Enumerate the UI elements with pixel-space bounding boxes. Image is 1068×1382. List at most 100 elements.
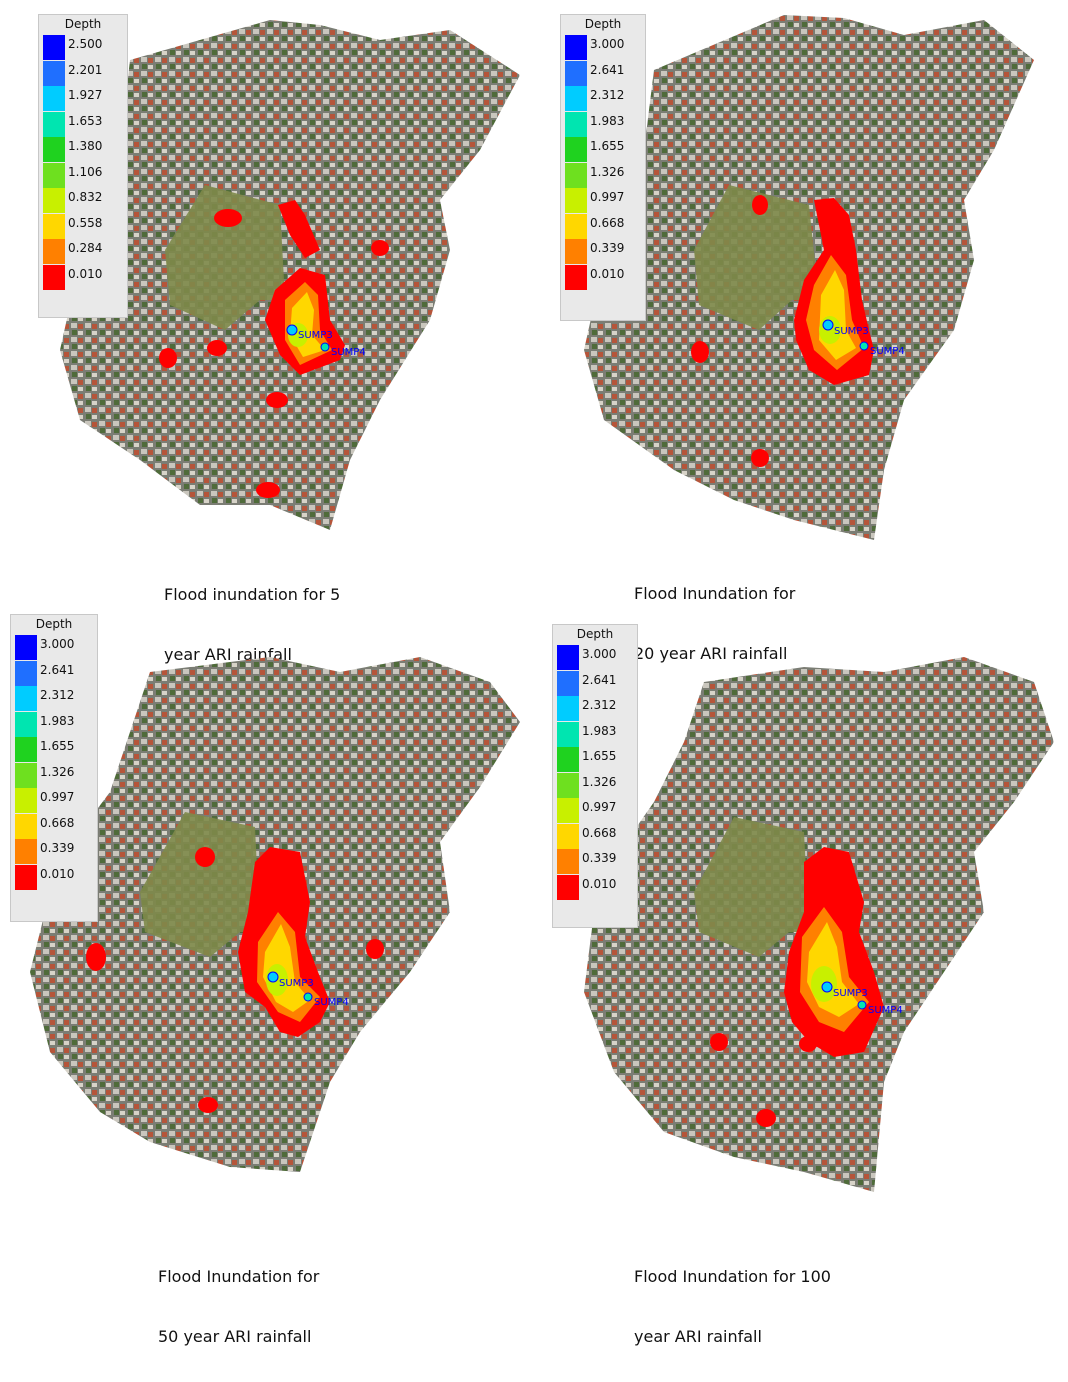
legend-label: 2.641 [590, 62, 625, 77]
legend-swatch [43, 162, 65, 188]
legend-entry: 0.284 [43, 239, 102, 264]
legend-swatch [557, 747, 579, 772]
legend-label: 0.668 [590, 215, 625, 230]
legend-swatch [43, 188, 65, 213]
legend-entry: 1.655 [557, 747, 616, 772]
flood-patch [159, 348, 177, 368]
caption-line: 20 year ARI rainfall [634, 644, 788, 663]
legend-swatch [15, 813, 37, 839]
legend-entry: 1.983 [565, 111, 625, 137]
legend-entry: 2.312 [557, 696, 616, 721]
legend-label: 3.000 [590, 37, 625, 51]
sump-marker [303, 992, 313, 1002]
legend-swatch [43, 86, 65, 111]
aerial-map: SUMP3 SUMP4 [30, 657, 520, 1172]
legend-label: 0.010 [68, 266, 103, 281]
park-area [694, 185, 819, 330]
legend-label: 1.326 [582, 774, 617, 789]
flood-patch [198, 1097, 218, 1113]
legend-entry: 0.997 [15, 788, 74, 813]
park-area [140, 812, 260, 957]
legend-label: 2.312 [40, 688, 75, 702]
legend-entry: 0.558 [43, 213, 103, 239]
legend-entry: 2.641 [565, 60, 625, 86]
sump-label: SUMP3 [834, 326, 869, 337]
legend-swatch [15, 839, 37, 864]
legend-swatch [565, 111, 587, 137]
legend-title: Depth [64, 17, 102, 31]
aerial-map: SUMP3 SUMP4 [60, 20, 520, 530]
flood-patch [207, 340, 227, 356]
legend-entry: 1.380 [43, 137, 102, 162]
legend-swatch [43, 60, 65, 86]
legend-label: 0.832 [68, 190, 103, 204]
legend-entry: 0.339 [557, 849, 616, 874]
sump-marker [286, 324, 298, 336]
legend-entry: 0.010 [15, 864, 74, 890]
flood-patch [691, 341, 709, 363]
legend-entry: 0.997 [557, 798, 616, 823]
legend-swatch [557, 772, 579, 798]
sump-label: SUMP4 [868, 1005, 903, 1016]
legend-entry: 0.010 [557, 874, 617, 900]
legend-label: 0.558 [68, 215, 103, 230]
legend-label: 0.997 [40, 790, 75, 804]
legend-entry: 1.983 [557, 721, 616, 747]
sump-marker [267, 971, 279, 983]
aerial-map: SUMP3 SUMP4 [584, 657, 1054, 1192]
legend-swatch [15, 788, 37, 813]
legend-entry: 0.832 [43, 188, 102, 213]
flood-patch [710, 1033, 728, 1051]
legend-swatch [15, 737, 37, 762]
legend-swatch [565, 239, 587, 264]
flood-patch [256, 482, 280, 498]
caption-line: Flood Inundation for [158, 1267, 320, 1286]
legend-entry: 0.668 [15, 813, 74, 839]
legend-swatch [565, 35, 587, 60]
legend-swatch [15, 864, 37, 890]
depth-legend: Depth 3.000 2.641 2.312 1.983 1.655 1.326 0.99… [10, 614, 98, 922]
caption: Flood Inundation for 20 year ARI rainfal… [634, 549, 795, 699]
legend-entry: 0.010 [565, 264, 625, 290]
caption-line: 50 year ARI rainfall [158, 1327, 312, 1346]
caption: Flood Inundation for 50 year ARI rainfal… [158, 1232, 319, 1382]
sump-label: SUMP3 [833, 988, 868, 999]
map-panel-5yr: SUMP3 SUMP4 Depth 2.500 2.201 1.927 1.653 1.… [0, 0, 534, 664]
aerial-map: SUMP3 SUMP4 [584, 15, 1034, 540]
legend-label: 0.339 [582, 851, 617, 865]
legend-label: 0.997 [582, 800, 617, 814]
sump-marker [857, 1000, 867, 1010]
legend-swatch [565, 86, 587, 111]
legend-label: 3.000 [40, 637, 75, 651]
legend-title: Depth [584, 17, 622, 31]
legend-label: 0.010 [582, 876, 617, 891]
legend-entry: 2.500 [43, 35, 102, 60]
legend-swatch [565, 264, 587, 290]
map-panel-100yr: SUMP3 SUMP4 Depth 3.000 2.641 2.312 1.983 1.… [534, 612, 1068, 1212]
map-panel-20yr: SUMP3 SUMP4 Depth 3.000 2.641 2.312 1.983 1.… [534, 0, 1068, 663]
legend-swatch [43, 264, 65, 290]
legend-label: 1.983 [590, 113, 625, 128]
legend-swatch [557, 823, 579, 849]
legend-label: 0.339 [590, 241, 625, 255]
legend-entry: 3.000 [557, 645, 616, 670]
flood-patch [752, 195, 768, 215]
legend-entry: 2.312 [565, 86, 624, 111]
legend-label: 1.653 [68, 113, 103, 128]
legend-swatch [43, 111, 65, 137]
flood-patch [799, 1036, 817, 1052]
legend-label: 2.500 [68, 37, 103, 51]
legend-label: 1.927 [68, 88, 103, 102]
caption: Flood inundation for 5 year ARI rainfall [164, 550, 340, 700]
legend-title: Depth [576, 627, 614, 641]
flood-patch [751, 449, 769, 467]
sump-marker [859, 341, 869, 351]
legend-entry: 2.312 [15, 686, 74, 711]
legend-entry: 2.641 [15, 660, 74, 686]
legend-swatch [43, 239, 65, 264]
legend-label: 0.010 [590, 266, 625, 281]
legend-label: 0.668 [582, 825, 617, 840]
legend-entry: 2.641 [557, 670, 616, 696]
legend-label: 1.983 [40, 713, 75, 728]
park-area [165, 185, 285, 330]
